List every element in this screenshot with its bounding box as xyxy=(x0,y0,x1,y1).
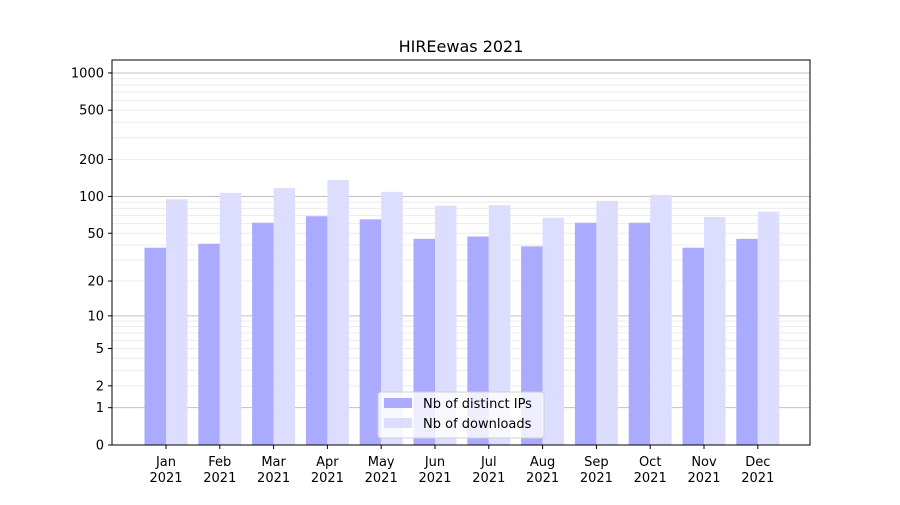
y-tick-label: 20 xyxy=(87,275,104,290)
x-tick-label: 2021 xyxy=(149,471,182,486)
y-tick-label: 500 xyxy=(79,104,104,119)
plot-frame xyxy=(111,59,811,446)
bar-downloads xyxy=(166,199,188,445)
legend: Nb of distinct IPs Nb of downloads xyxy=(377,391,545,439)
bar-distinct-ips xyxy=(628,222,651,445)
x-tick-label: 2021 xyxy=(311,471,344,486)
bar-distinct-ips xyxy=(359,219,382,445)
x-tick-label: 2021 xyxy=(418,471,451,486)
x-tick-label: Oct xyxy=(639,455,661,470)
y-tick-label: 1 xyxy=(96,401,104,416)
y-tick-label: 50 xyxy=(87,227,104,242)
bar-downloads xyxy=(596,200,618,445)
bar-distinct-ips xyxy=(305,216,328,445)
x-tick-label: Nov xyxy=(691,455,717,470)
x-tick-label: Jul xyxy=(480,455,497,470)
bar-downloads xyxy=(381,191,403,445)
chart-title: HIREewas 2021 xyxy=(399,37,524,56)
legend-swatch xyxy=(384,398,412,408)
y-tick-label: 0 xyxy=(96,439,104,454)
x-tick-label: 2021 xyxy=(365,471,398,486)
x-tick-label: Mar xyxy=(261,455,286,470)
x-tick-label: 2021 xyxy=(634,471,667,486)
x-tick-label: Aug xyxy=(530,455,555,470)
x-tick-label: Jan xyxy=(155,455,176,470)
x-tick-label: Apr xyxy=(316,455,339,470)
legend-label: Nb of distinct IPs xyxy=(423,397,532,412)
x-tick-label: Feb xyxy=(208,455,231,470)
y-tick-label: 100 xyxy=(79,190,104,205)
y-tick-label: 1000 xyxy=(71,66,104,81)
bar-distinct-ips xyxy=(574,222,597,445)
bar-distinct-ips xyxy=(736,238,758,445)
bar-distinct-ips xyxy=(144,247,166,445)
bar-downloads xyxy=(704,216,726,445)
x-tick-label: Dec xyxy=(745,455,770,470)
bar-downloads xyxy=(273,188,296,446)
y-tick-label: 2 xyxy=(96,379,104,394)
x-tick-label: 2021 xyxy=(203,471,236,486)
bar-downloads xyxy=(219,192,242,445)
x-tick-label: Sep xyxy=(584,455,609,470)
bar-downloads xyxy=(650,194,672,445)
legend-box xyxy=(377,391,545,439)
bar-distinct-ips xyxy=(198,243,220,445)
y-tick-label: 200 xyxy=(79,153,104,168)
x-tick-label: 2021 xyxy=(580,471,613,486)
legend-swatch xyxy=(384,418,412,428)
x-tick-label: 2021 xyxy=(687,471,720,486)
legend-label: Nb of downloads xyxy=(423,417,532,432)
y-tick-label: 5 xyxy=(96,342,104,357)
x-tick-label: May xyxy=(368,455,395,470)
bar-downloads xyxy=(542,217,565,445)
x-tick-label: 2021 xyxy=(526,471,559,486)
bar-downloads xyxy=(488,205,511,445)
bar-downloads xyxy=(435,205,457,445)
x-tick-label: Jun xyxy=(424,455,445,470)
x-tick-label: 2021 xyxy=(741,471,774,486)
y-tick-label: 10 xyxy=(87,309,104,324)
bar-downloads xyxy=(757,211,780,445)
bar-distinct-ips xyxy=(682,247,704,445)
bar-downloads xyxy=(327,180,349,446)
x-tick-label: 2021 xyxy=(257,471,290,486)
x-tick-label: 2021 xyxy=(472,471,505,486)
bar-distinct-ips xyxy=(252,222,274,445)
